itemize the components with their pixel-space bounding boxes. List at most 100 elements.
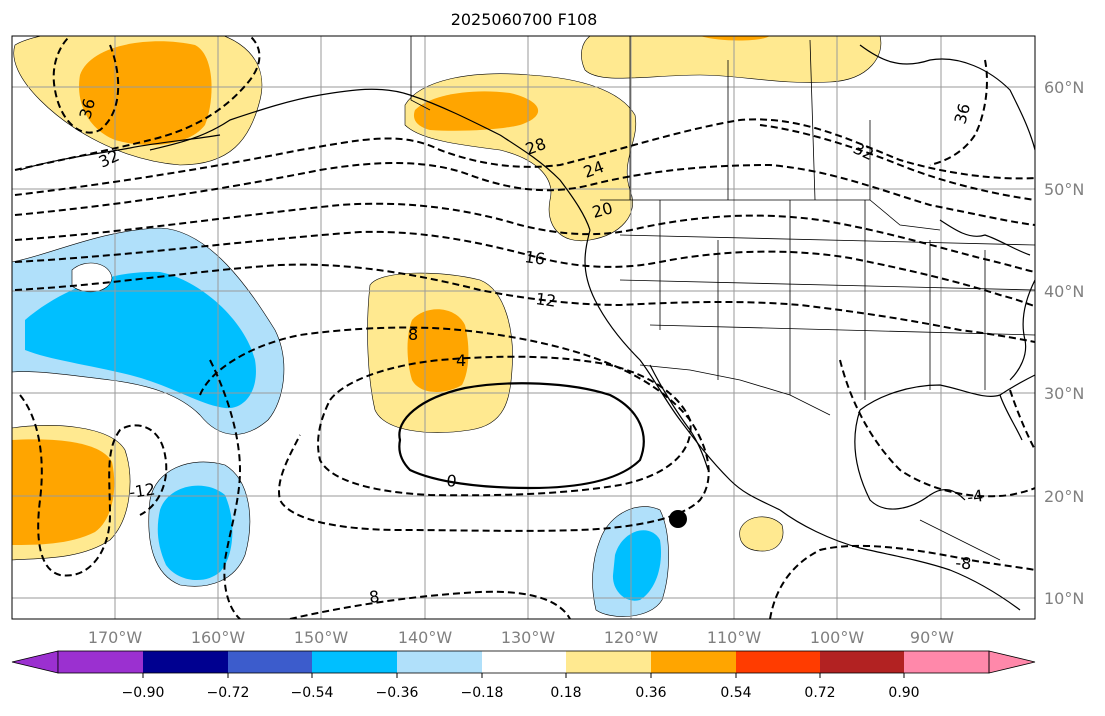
anomaly-cyan-south [157,485,233,581]
longitude-label: 110°W [707,628,762,647]
colorbar-tick-label: −0.36 [376,685,419,701]
contour-label: 8 [408,325,418,344]
colorbar-segment [566,651,651,673]
latitude-label: 20°N [1044,487,1084,506]
contour-8-south [289,590,571,619]
latitude-axis: 60°N 50°N 40°N 30°N 20°N 10°N [1044,78,1084,608]
coast-alaska [149,88,591,231]
coastlines [19,44,1035,611]
contour-label: -4 [966,486,984,507]
colorbar-tick-label: −0.90 [122,685,165,701]
colorbar-ticks [142,673,905,678]
contour-8-east [769,544,1035,619]
colorbar-tick-label: −0.54 [291,685,334,701]
map-title: 2025060700 F108 [451,10,598,29]
anomaly-yellow-mexico [739,516,784,552]
border-province-3 [809,39,816,201]
colorbar-tick-label: 0.18 [550,685,581,701]
colorbar-segment [736,651,820,673]
colorbar-tick-label: −0.72 [207,685,250,701]
longitude-label: 120°W [604,628,659,647]
colorbar-tick-label: 0.54 [720,685,751,701]
longitude-label: 150°W [294,628,349,647]
contour-line-b [14,162,1035,226]
storm-marker [669,510,687,528]
anomaly-hole [71,262,113,293]
contour-label: -8 [955,553,973,573]
contour-label: 20 [590,198,615,222]
political-borders [410,36,1035,561]
border-state-rows-2 [619,279,1035,291]
anomaly-cyan-pacific [612,530,662,601]
colorbar-frame [57,650,990,674]
longitude-label: 170°W [88,628,143,647]
longitude-label: 130°W [501,628,556,647]
coast-west-us [584,229,781,511]
colorbar-tick-label: 0.90 [888,685,919,701]
latitude-label: 50°N [1044,180,1084,199]
border-state-rows-1 [619,234,1035,246]
contour-label: 16 [523,247,546,269]
anomaly-orange-north [700,36,770,41]
colorbar-segment [312,651,397,673]
border-alaska-canada [410,36,431,111]
contour-label: 8 [368,587,381,607]
anomaly-orange-alaska [413,91,539,131]
coast-mexico [779,509,1021,611]
coast-florida [999,394,1023,441]
coast-canada-north [859,44,1035,151]
contour-label: 12 [534,289,557,311]
map-gridlines [12,36,1035,619]
contour-label: -12 [128,480,157,502]
contour-32-west [14,36,261,171]
contour-12-west [19,394,168,577]
colorbar-tick-label: 0.36 [635,685,666,701]
contour-12 [14,263,1035,343]
colorbar-segment [143,651,228,673]
anomaly-orange-bering [79,41,212,145]
colorbar-extend-min [11,650,59,674]
contour-16 [14,230,1035,307]
colorbar-extend-max [988,650,1036,674]
longitude-label: 100°W [810,628,865,647]
contour-lines [14,36,1035,619]
contour-label-group: 36 32 28 24 20 16 12 8 4 0 -12 -4 -8 8 3… [76,96,985,607]
negative-anomaly-strong [25,271,662,601]
map-frame [11,35,1036,620]
anomaly-yellow-north [581,36,882,83]
colorbar: −0.90 −0.72 −0.54 −0.36 −0.18 0.18 0.36 … [11,650,1036,701]
anomaly-orange-central [407,309,469,392]
colorbar-tick-label: −0.18 [461,685,504,701]
contour-36-west [52,36,120,134]
contour-line-c [14,202,1035,273]
longitude-label: 160°W [191,628,246,647]
positive-anomaly-strong [12,36,770,545]
contour-8-center [199,326,710,532]
contour-west-side [209,359,242,619]
colorbar-segment [58,651,143,673]
contour-4-center [317,355,692,497]
contour-label: 0 [446,471,458,491]
border-us-canada [600,199,941,231]
contour-label: 36 [951,101,975,126]
map-content: 36 32 28 24 20 16 12 8 4 0 -12 -4 -8 8 3… [12,36,1035,619]
longitude-label: 90°W [910,628,954,647]
latitude-label: 60°N [1044,78,1084,97]
coast-gulf [859,374,1035,411]
anomaly-cyan-main [25,271,256,409]
latitude-label: 10°N [1044,589,1084,608]
latitude-label: 30°N [1044,384,1084,403]
colorbar-tick-label: 0.72 [804,685,835,701]
longitude-axis: 170°W 160°W 150°W 140°W 130°W 120°W 110°… [88,628,954,647]
contour-0 [398,382,645,490]
contour-36-east [929,59,988,166]
border-central-america [919,519,1001,561]
colorbar-segment [820,651,904,673]
contour-label: 4 [456,351,466,370]
coast-yucatan [854,409,966,510]
colorbar-segment [228,651,312,673]
colorbar-segment [397,651,482,673]
longitude-label: 140°W [398,628,453,647]
